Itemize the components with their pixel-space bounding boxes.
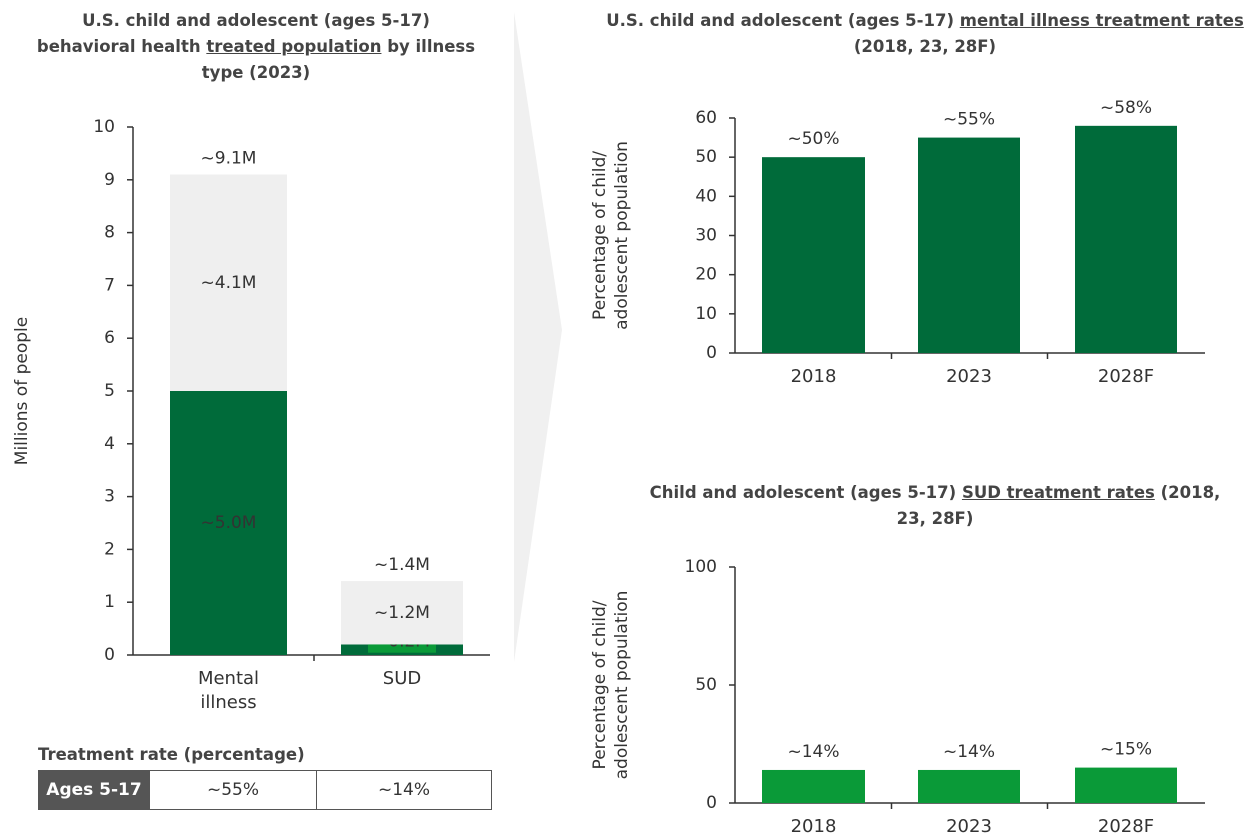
bar bbox=[762, 769, 865, 803]
bar bbox=[762, 157, 865, 353]
bar bbox=[1075, 767, 1177, 803]
y-tick-label: 60 bbox=[695, 108, 717, 128]
y-tick-label: 0 bbox=[706, 343, 717, 363]
value-label: ~14% bbox=[943, 742, 995, 762]
value-label: ~5.0M bbox=[201, 513, 257, 533]
y-tick-label: 20 bbox=[695, 265, 717, 285]
y-tick-label: 6 bbox=[104, 328, 115, 348]
y-tick-label: 7 bbox=[104, 275, 115, 295]
chart-title: U.S. child and adolescent (ages 5-17) be… bbox=[36, 8, 476, 86]
value-label: ~14% bbox=[787, 742, 839, 762]
x-tick-label: Mental illness bbox=[197, 668, 260, 713]
value-label: ~58% bbox=[1100, 98, 1152, 118]
bar-segment bbox=[170, 174, 287, 391]
bar bbox=[1075, 125, 1177, 353]
title-part: SUD treatment rates bbox=[961, 483, 1155, 502]
value-label: ~4.1M bbox=[201, 273, 257, 293]
x-tick-label: 2018 bbox=[790, 816, 837, 837]
x-tick-label: 2028F bbox=[1097, 366, 1155, 387]
title-part: (2018, 23, 28F) bbox=[896, 483, 1221, 528]
x-tick-label: 2018 bbox=[790, 366, 837, 387]
y-axis-label: Millions of people bbox=[12, 317, 32, 465]
value-label: ~15% bbox=[1100, 740, 1152, 760]
title-part: U.S. child and adolescent (ages 5-17) be… bbox=[36, 11, 430, 56]
table-title: Treatment rate (percentage) bbox=[38, 745, 305, 764]
chart-title: U.S. child and adolescent (ages 5-17) me… bbox=[600, 8, 1249, 60]
table-cell: Ages 5-17 bbox=[38, 770, 150, 810]
bar bbox=[918, 769, 1020, 803]
x-tick-label: SUD bbox=[382, 668, 422, 689]
treatment-table: Ages 5-17 ~55% ~14% bbox=[38, 770, 492, 810]
y-tick-label: 0 bbox=[104, 645, 115, 665]
y-tick-label: 100 bbox=[685, 557, 717, 577]
divider-arrow bbox=[514, 12, 562, 662]
title-part: by illness type (2023) bbox=[201, 37, 476, 82]
y-tick-label: 0 bbox=[706, 793, 717, 813]
y-tick-label: 2 bbox=[104, 539, 115, 559]
title-part: Child and adolescent (ages 5-17) bbox=[649, 483, 962, 502]
value-label: ~50% bbox=[787, 129, 839, 149]
x-tick-label: 2028F bbox=[1097, 816, 1155, 837]
value-label: ~1.2M bbox=[374, 603, 430, 623]
total-label: ~1.4M bbox=[374, 555, 430, 575]
y-tick-label: 3 bbox=[104, 487, 115, 507]
table-cell: ~14% bbox=[316, 770, 492, 810]
y-axis-label-line: adolescent population bbox=[612, 591, 632, 780]
y-tick-label: 5 bbox=[104, 381, 115, 401]
y-axis-label-line: Percentage of child/ bbox=[590, 600, 610, 769]
y-tick-label: 1 bbox=[104, 592, 115, 612]
y-axis-label: Percentage of child/adolescent populatio… bbox=[590, 591, 632, 780]
y-tick-label: 4 bbox=[104, 434, 115, 454]
value-label: ~55% bbox=[943, 110, 995, 130]
y-tick-label: 40 bbox=[695, 186, 717, 206]
title-part: (2018, 23, 28F) bbox=[853, 37, 997, 56]
bar bbox=[918, 137, 1020, 353]
y-tick-label: 30 bbox=[695, 226, 717, 246]
x-tick-label: 2023 bbox=[946, 816, 992, 837]
y-axis-label-line: adolescent population bbox=[612, 141, 632, 330]
y-tick-label: 10 bbox=[93, 117, 115, 137]
table-row: Ages 5-17 ~55% ~14% bbox=[38, 770, 492, 810]
bar-segment bbox=[170, 391, 287, 655]
chart-title: Child and adolescent (ages 5-17) SUD tre… bbox=[640, 480, 1230, 532]
title-part: U.S. child and adolescent (ages 5-17) bbox=[606, 11, 960, 30]
y-axis-label-line: Percentage of child/ bbox=[590, 151, 610, 320]
y-tick-label: 50 bbox=[695, 675, 717, 695]
bar-segment bbox=[341, 581, 463, 645]
y-tick-label: 8 bbox=[104, 223, 115, 243]
x-tick-label: 2023 bbox=[946, 366, 992, 387]
title-part: treated population bbox=[206, 37, 382, 56]
y-tick-label: 10 bbox=[695, 304, 717, 324]
y-tick-label: 9 bbox=[104, 170, 115, 190]
y-axis-label-line: Millions of people bbox=[12, 317, 32, 465]
title-part: mental illness treatment rates bbox=[959, 11, 1244, 30]
total-label: ~9.1M bbox=[201, 149, 257, 169]
y-axis-label: Percentage of child/adolescent populatio… bbox=[590, 141, 632, 330]
table-cell: ~55% bbox=[149, 770, 317, 810]
y-tick-label: 50 bbox=[695, 147, 717, 167]
